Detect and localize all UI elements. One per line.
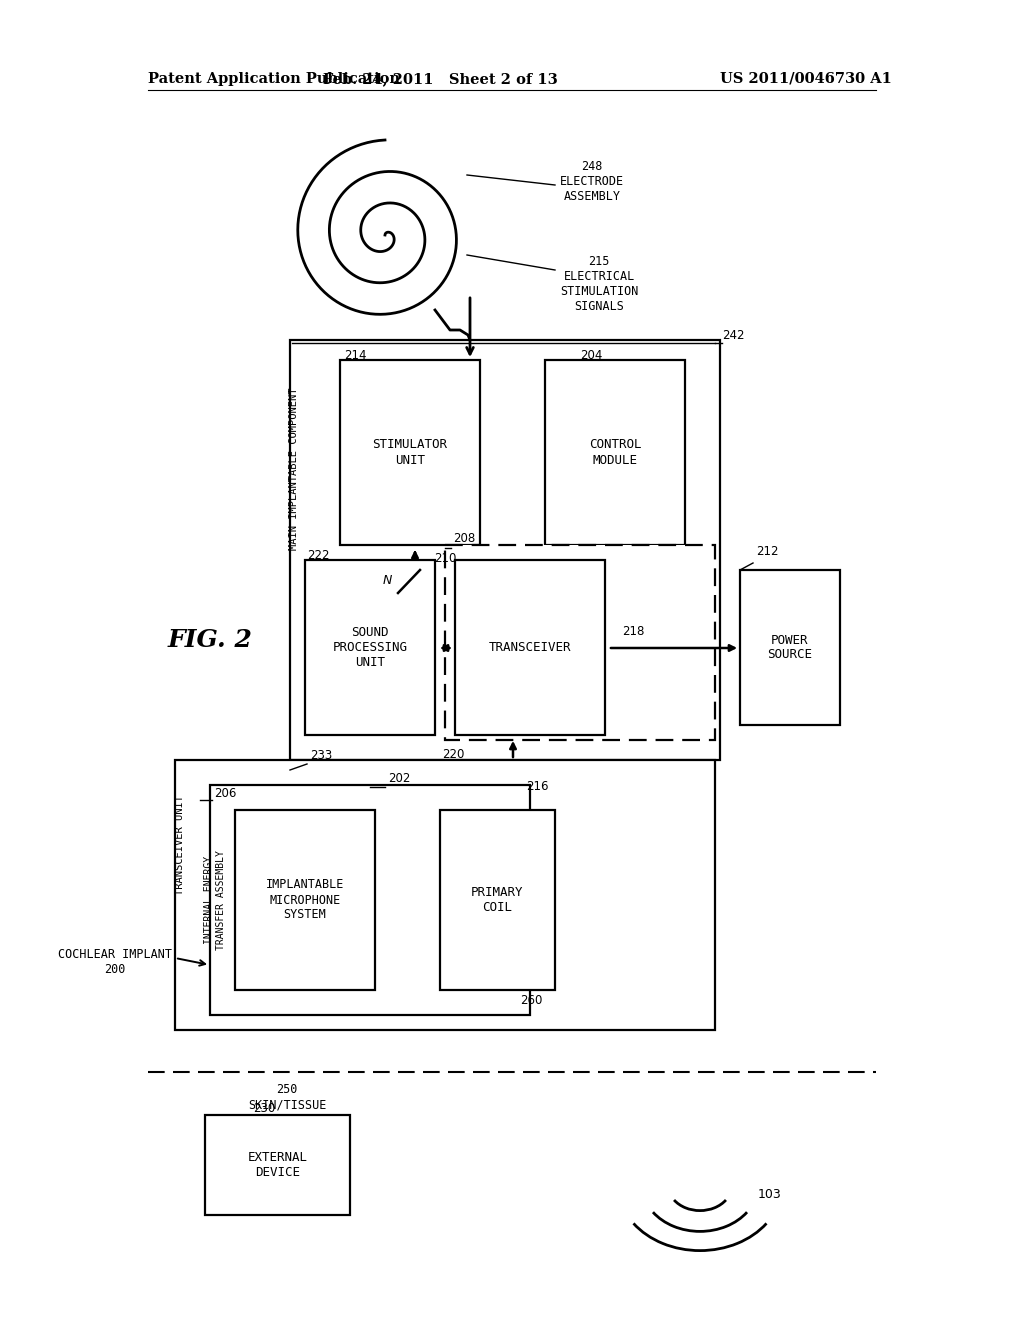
Text: Feb. 24, 2011   Sheet 2 of 13: Feb. 24, 2011 Sheet 2 of 13 [323,73,557,86]
Text: TRANSCEIVER: TRANSCEIVER [488,642,571,653]
Bar [210,785,530,1015]
Text: 208: 208 [453,532,475,545]
Bar [340,360,480,545]
Text: 216: 216 [526,780,549,792]
Text: 204: 204 [580,348,602,362]
Text: IMPLANTABLE
MICROPHONE
SYSTEM: IMPLANTABLE MICROPHONE SYSTEM [266,879,344,921]
Text: 230: 230 [253,1102,275,1115]
Bar [545,360,685,545]
Text: 233: 233 [310,748,332,762]
Text: 220: 220 [442,748,464,762]
Text: N: N [383,573,392,586]
Bar [205,1115,350,1214]
Bar [440,810,555,990]
Bar [234,810,375,990]
Text: MAIN IMPLANTABLE COMPONENT: MAIN IMPLANTABLE COMPONENT [289,388,299,550]
Text: 210: 210 [434,552,457,565]
Text: SOUND
PROCESSING
UNIT: SOUND PROCESSING UNIT [333,626,408,669]
Text: 222: 222 [307,549,330,562]
Text: 248
ELECTRODE
ASSEMBLY: 248 ELECTRODE ASSEMBLY [560,160,624,203]
Text: 214: 214 [344,348,367,362]
Bar [290,341,720,760]
Bar [740,570,840,725]
Text: POWER
SOURCE: POWER SOURCE [768,634,812,661]
Bar [305,560,435,735]
Text: 202: 202 [388,772,411,785]
Text: Patent Application Publication: Patent Application Publication [148,73,400,86]
Bar [175,760,715,1030]
Text: 242: 242 [722,329,744,342]
Text: CONTROL
MODULE: CONTROL MODULE [589,438,641,466]
Text: 206: 206 [214,787,237,800]
Text: PRIMARY
COIL: PRIMARY COIL [471,886,523,913]
Bar [445,545,715,741]
Text: INTERNAL ENERGY
TRANSFER ASSEMBLY: INTERNAL ENERGY TRANSFER ASSEMBLY [204,850,226,950]
Text: STIMULATOR
UNIT: STIMULATOR UNIT [373,438,447,466]
Text: 212: 212 [756,545,778,558]
Text: EXTERNAL
DEVICE: EXTERNAL DEVICE [248,1151,307,1179]
Text: FIG. 2: FIG. 2 [168,628,253,652]
Text: US 2011/0046730 A1: US 2011/0046730 A1 [720,73,892,86]
Text: COCHLEAR IMPLANT
200: COCHLEAR IMPLANT 200 [58,948,172,975]
Text: TRANSCEIVER UNIT: TRANSCEIVER UNIT [175,795,185,895]
Bar [455,560,605,735]
Text: 218: 218 [622,624,644,638]
Text: 103: 103 [758,1188,781,1201]
Text: 250
SKIN/TISSUE: 250 SKIN/TISSUE [248,1082,327,1111]
Text: 260: 260 [520,994,543,1007]
Text: 215
ELECTRICAL
STIMULATION
SIGNALS: 215 ELECTRICAL STIMULATION SIGNALS [560,255,638,313]
